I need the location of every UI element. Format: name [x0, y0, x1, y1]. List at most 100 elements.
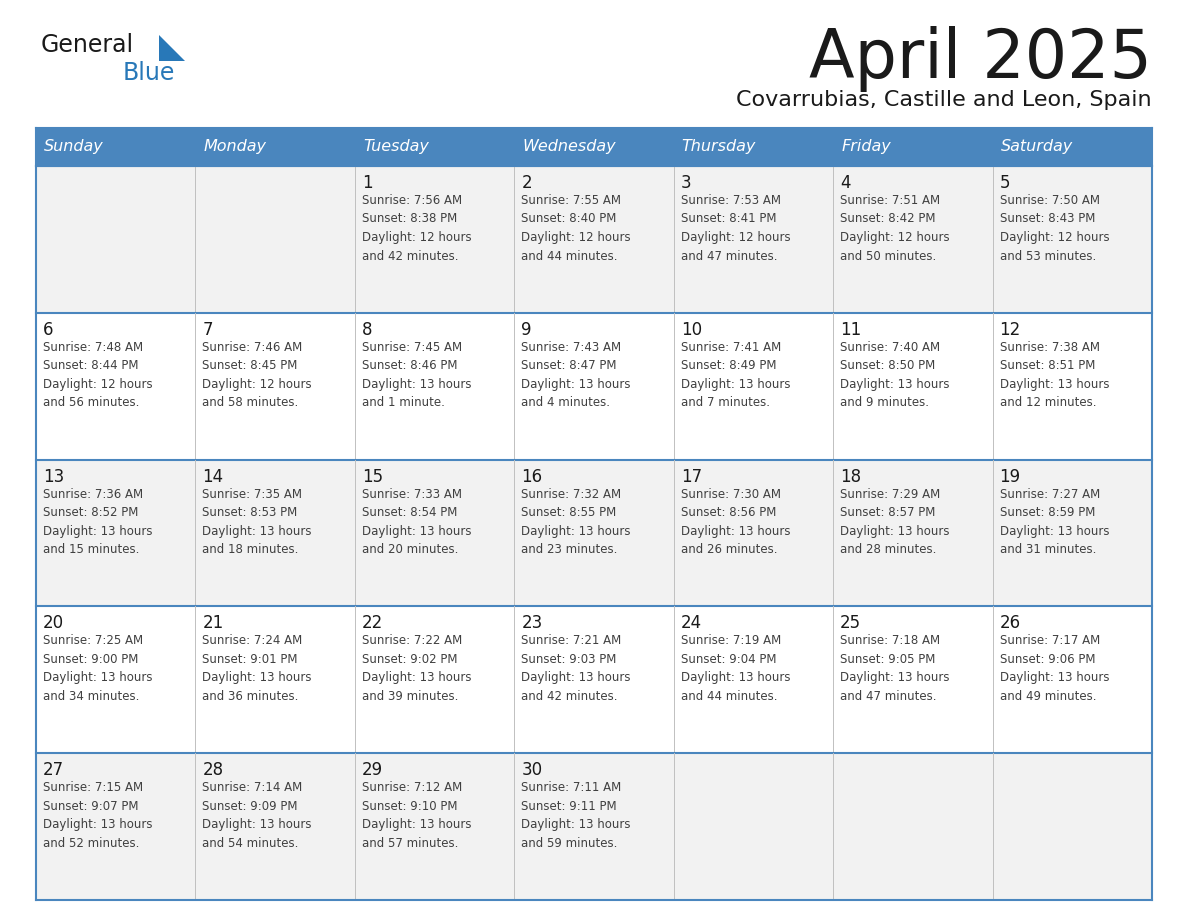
Bar — [196, 166, 355, 313]
Bar — [674, 313, 833, 460]
Text: 7: 7 — [202, 320, 213, 339]
Text: Sunrise: 7:25 AM
Sunset: 9:00 PM
Daylight: 13 hours
and 34 minutes.: Sunrise: 7:25 AM Sunset: 9:00 PM Dayligh… — [43, 634, 152, 703]
Bar — [674, 166, 833, 313]
Bar — [196, 607, 355, 753]
Text: 30: 30 — [522, 761, 543, 779]
Text: Sunrise: 7:27 AM
Sunset: 8:59 PM
Daylight: 13 hours
and 31 minutes.: Sunrise: 7:27 AM Sunset: 8:59 PM Dayligh… — [999, 487, 1110, 556]
Text: 15: 15 — [362, 467, 383, 486]
Bar — [674, 460, 833, 607]
Text: Sunrise: 7:55 AM
Sunset: 8:40 PM
Daylight: 12 hours
and 44 minutes.: Sunrise: 7:55 AM Sunset: 8:40 PM Dayligh… — [522, 194, 631, 263]
Text: Sunrise: 7:48 AM
Sunset: 8:44 PM
Daylight: 12 hours
and 56 minutes.: Sunrise: 7:48 AM Sunset: 8:44 PM Dayligh… — [43, 341, 152, 409]
Bar — [514, 607, 674, 753]
Text: 20: 20 — [43, 614, 64, 633]
Text: Sunrise: 7:32 AM
Sunset: 8:55 PM
Daylight: 13 hours
and 23 minutes.: Sunrise: 7:32 AM Sunset: 8:55 PM Dayligh… — [522, 487, 631, 556]
Text: April 2025: April 2025 — [809, 26, 1152, 92]
Text: Sunrise: 7:38 AM
Sunset: 8:51 PM
Daylight: 13 hours
and 12 minutes.: Sunrise: 7:38 AM Sunset: 8:51 PM Dayligh… — [999, 341, 1110, 409]
Text: 29: 29 — [362, 761, 383, 779]
Text: 9: 9 — [522, 320, 532, 339]
Text: Sunrise: 7:33 AM
Sunset: 8:54 PM
Daylight: 13 hours
and 20 minutes.: Sunrise: 7:33 AM Sunset: 8:54 PM Dayligh… — [362, 487, 472, 556]
Text: 22: 22 — [362, 614, 383, 633]
Bar — [674, 607, 833, 753]
Bar — [196, 753, 355, 900]
Text: Sunrise: 7:30 AM
Sunset: 8:56 PM
Daylight: 13 hours
and 26 minutes.: Sunrise: 7:30 AM Sunset: 8:56 PM Dayligh… — [681, 487, 790, 556]
Bar — [514, 753, 674, 900]
Text: General: General — [42, 33, 134, 57]
Text: 16: 16 — [522, 467, 543, 486]
Text: Sunrise: 7:11 AM
Sunset: 9:11 PM
Daylight: 13 hours
and 59 minutes.: Sunrise: 7:11 AM Sunset: 9:11 PM Dayligh… — [522, 781, 631, 850]
Text: Sunrise: 7:18 AM
Sunset: 9:05 PM
Daylight: 13 hours
and 47 minutes.: Sunrise: 7:18 AM Sunset: 9:05 PM Dayligh… — [840, 634, 949, 703]
Bar — [355, 313, 514, 460]
Text: 27: 27 — [43, 761, 64, 779]
Polygon shape — [159, 35, 185, 61]
Text: 18: 18 — [840, 467, 861, 486]
Text: Sunrise: 7:29 AM
Sunset: 8:57 PM
Daylight: 13 hours
and 28 minutes.: Sunrise: 7:29 AM Sunset: 8:57 PM Dayligh… — [840, 487, 949, 556]
Bar — [833, 128, 992, 166]
Text: Sunrise: 7:14 AM
Sunset: 9:09 PM
Daylight: 13 hours
and 54 minutes.: Sunrise: 7:14 AM Sunset: 9:09 PM Dayligh… — [202, 781, 312, 850]
Text: 11: 11 — [840, 320, 861, 339]
Bar — [355, 166, 514, 313]
Text: Thursday: Thursday — [682, 140, 756, 154]
Bar — [36, 607, 196, 753]
Text: Tuesday: Tuesday — [362, 140, 429, 154]
Text: Sunrise: 7:35 AM
Sunset: 8:53 PM
Daylight: 13 hours
and 18 minutes.: Sunrise: 7:35 AM Sunset: 8:53 PM Dayligh… — [202, 487, 312, 556]
Bar — [36, 166, 196, 313]
Text: 26: 26 — [999, 614, 1020, 633]
Text: 23: 23 — [522, 614, 543, 633]
Bar — [355, 128, 514, 166]
Text: 21: 21 — [202, 614, 223, 633]
Text: 19: 19 — [999, 467, 1020, 486]
Bar — [992, 128, 1152, 166]
Bar — [355, 753, 514, 900]
Bar — [36, 313, 196, 460]
Bar — [674, 128, 833, 166]
Text: 28: 28 — [202, 761, 223, 779]
Bar — [992, 313, 1152, 460]
Text: 10: 10 — [681, 320, 702, 339]
Bar — [833, 313, 992, 460]
Bar — [833, 607, 992, 753]
Text: Sunrise: 7:36 AM
Sunset: 8:52 PM
Daylight: 13 hours
and 15 minutes.: Sunrise: 7:36 AM Sunset: 8:52 PM Dayligh… — [43, 487, 152, 556]
Text: Monday: Monday — [203, 140, 266, 154]
Text: Sunrise: 7:53 AM
Sunset: 8:41 PM
Daylight: 12 hours
and 47 minutes.: Sunrise: 7:53 AM Sunset: 8:41 PM Dayligh… — [681, 194, 790, 263]
Text: Sunrise: 7:40 AM
Sunset: 8:50 PM
Daylight: 13 hours
and 9 minutes.: Sunrise: 7:40 AM Sunset: 8:50 PM Dayligh… — [840, 341, 949, 409]
Text: Blue: Blue — [124, 61, 176, 85]
Text: Sunrise: 7:56 AM
Sunset: 8:38 PM
Daylight: 12 hours
and 42 minutes.: Sunrise: 7:56 AM Sunset: 8:38 PM Dayligh… — [362, 194, 472, 263]
Bar — [992, 753, 1152, 900]
Text: 17: 17 — [681, 467, 702, 486]
Bar — [992, 460, 1152, 607]
Text: Sunrise: 7:17 AM
Sunset: 9:06 PM
Daylight: 13 hours
and 49 minutes.: Sunrise: 7:17 AM Sunset: 9:06 PM Dayligh… — [999, 634, 1110, 703]
Text: Saturday: Saturday — [1000, 140, 1073, 154]
Bar — [833, 166, 992, 313]
Bar — [196, 128, 355, 166]
Bar — [514, 128, 674, 166]
Text: 24: 24 — [681, 614, 702, 633]
Text: 1: 1 — [362, 174, 373, 192]
Bar — [674, 753, 833, 900]
Text: 5: 5 — [999, 174, 1010, 192]
Text: 6: 6 — [43, 320, 53, 339]
Text: Sunrise: 7:22 AM
Sunset: 9:02 PM
Daylight: 13 hours
and 39 minutes.: Sunrise: 7:22 AM Sunset: 9:02 PM Dayligh… — [362, 634, 472, 703]
Bar — [355, 460, 514, 607]
Bar — [514, 460, 674, 607]
Text: 2: 2 — [522, 174, 532, 192]
Bar — [992, 607, 1152, 753]
Text: Sunrise: 7:46 AM
Sunset: 8:45 PM
Daylight: 12 hours
and 58 minutes.: Sunrise: 7:46 AM Sunset: 8:45 PM Dayligh… — [202, 341, 312, 409]
Bar — [514, 166, 674, 313]
Text: Sunday: Sunday — [44, 140, 103, 154]
Bar — [833, 460, 992, 607]
Text: 8: 8 — [362, 320, 372, 339]
Text: Wednesday: Wednesday — [523, 140, 615, 154]
Text: Sunrise: 7:19 AM
Sunset: 9:04 PM
Daylight: 13 hours
and 44 minutes.: Sunrise: 7:19 AM Sunset: 9:04 PM Dayligh… — [681, 634, 790, 703]
Text: Sunrise: 7:12 AM
Sunset: 9:10 PM
Daylight: 13 hours
and 57 minutes.: Sunrise: 7:12 AM Sunset: 9:10 PM Dayligh… — [362, 781, 472, 850]
Text: 13: 13 — [43, 467, 64, 486]
Bar — [36, 128, 196, 166]
Text: 25: 25 — [840, 614, 861, 633]
Text: 4: 4 — [840, 174, 851, 192]
Text: Sunrise: 7:24 AM
Sunset: 9:01 PM
Daylight: 13 hours
and 36 minutes.: Sunrise: 7:24 AM Sunset: 9:01 PM Dayligh… — [202, 634, 312, 703]
Text: Covarrubias, Castille and Leon, Spain: Covarrubias, Castille and Leon, Spain — [737, 90, 1152, 110]
Text: Sunrise: 7:45 AM
Sunset: 8:46 PM
Daylight: 13 hours
and 1 minute.: Sunrise: 7:45 AM Sunset: 8:46 PM Dayligh… — [362, 341, 472, 409]
Bar — [196, 460, 355, 607]
Bar — [833, 753, 992, 900]
Text: Sunrise: 7:41 AM
Sunset: 8:49 PM
Daylight: 13 hours
and 7 minutes.: Sunrise: 7:41 AM Sunset: 8:49 PM Dayligh… — [681, 341, 790, 409]
Bar — [355, 607, 514, 753]
